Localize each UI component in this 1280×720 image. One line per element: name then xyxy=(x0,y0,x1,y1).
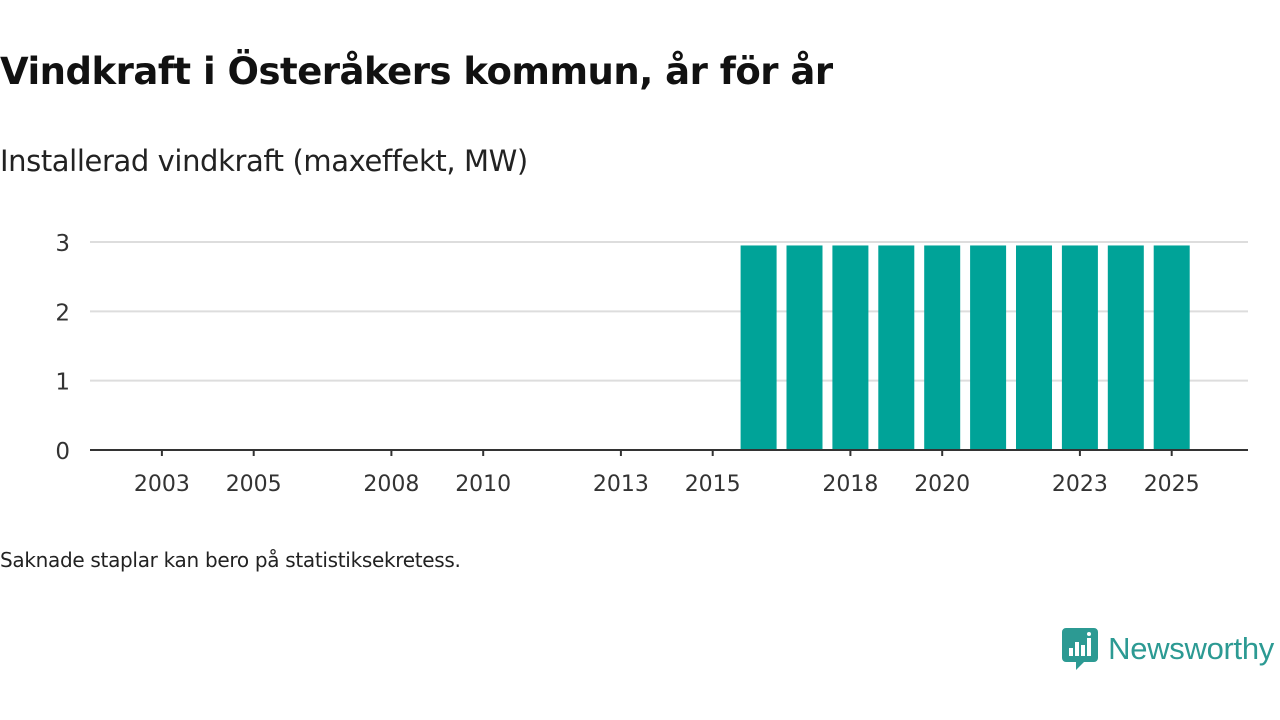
x-tick-label: 2010 xyxy=(455,472,511,497)
bar-2018 xyxy=(832,245,869,450)
gridlines xyxy=(90,241,1248,382)
bar-2016 xyxy=(740,245,777,450)
footnote: Saknade staplar kan bero på statistiksek… xyxy=(0,548,461,572)
y-tick-label: 1 xyxy=(55,370,70,396)
y-tick-label: 3 xyxy=(55,231,70,257)
newsworthy-logo-text: Newsworthy xyxy=(1108,631,1274,666)
bars xyxy=(740,245,1190,450)
x-tick-label: 2020 xyxy=(914,472,970,497)
x-tick-label: 2005 xyxy=(226,472,282,497)
x-axis xyxy=(90,449,1248,456)
bar-2021 xyxy=(970,245,1007,450)
y-tick-label: 2 xyxy=(55,300,70,326)
x-tick-label: 2018 xyxy=(822,472,878,497)
bar-2024 xyxy=(1107,245,1144,450)
y-tick-label: 0 xyxy=(55,439,70,465)
x-tick-label: 2015 xyxy=(685,472,741,497)
x-axis-labels: 2003 2005 2008 2010 2013 2015 2018 2020 2023 2025 xyxy=(134,472,1200,497)
x-tick-label: 2008 xyxy=(363,472,419,497)
newsworthy-logo[interactable]: Newsworthy xyxy=(1062,628,1274,670)
x-tick-label: 2023 xyxy=(1052,472,1108,497)
bar-2022 xyxy=(1016,245,1052,450)
bar-2020 xyxy=(924,245,961,450)
y-axis-labels: 0 1 2 3 xyxy=(55,231,70,465)
bar-2023 xyxy=(1061,245,1098,450)
bar-2025 xyxy=(1153,245,1190,450)
x-tick-label: 2013 xyxy=(593,472,649,497)
x-tick-label: 2025 xyxy=(1144,472,1200,497)
x-tick-label: 2003 xyxy=(134,472,190,497)
newsworthy-logo-icon xyxy=(1062,628,1099,670)
chart-title: Vindkraft i Österåkers kommun, år för år xyxy=(0,50,833,93)
chart-subtitle: Installerad vindkraft (maxeffekt, MW) xyxy=(0,144,528,178)
bar-2019 xyxy=(878,245,915,450)
bar-2017 xyxy=(786,245,823,450)
